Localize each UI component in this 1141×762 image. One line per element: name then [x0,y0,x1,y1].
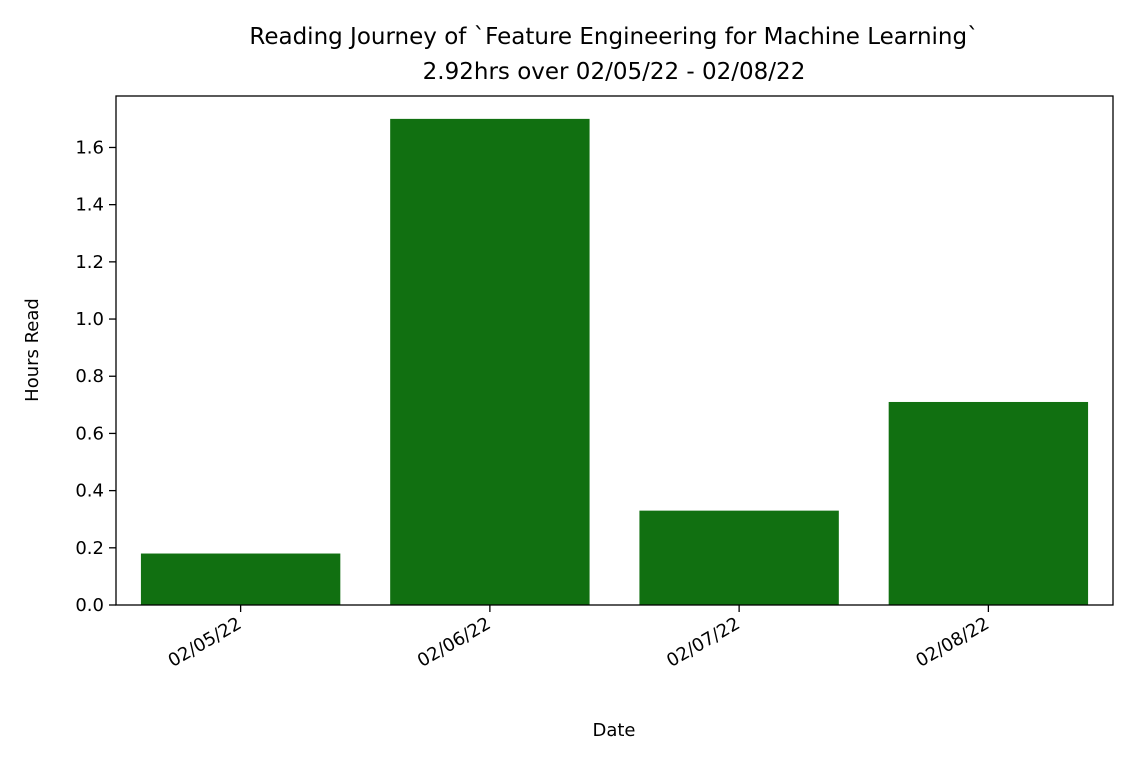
x-tick-label: 02/08/22 [912,613,993,672]
bars [140,118,1089,605]
y-tick-label: 0.6 [75,423,104,444]
y-tick-label: 0.8 [75,366,104,387]
y-tick-label: 0.4 [75,481,104,502]
y-tick-label: 0.0 [75,595,104,616]
plot-frame [115,95,1114,606]
chart-title: Reading Journey of `Feature Engineering … [249,24,978,50]
bar-02-08-22 [888,401,1089,605]
bar-02-06-22 [390,118,590,605]
bar-02-07-22 [639,510,839,605]
y-tick-label: 1.0 [75,309,104,330]
x-tick-label: 02/05/22 [165,613,246,672]
x-tick-label: 02/06/22 [414,613,495,672]
x-axis-ticks: 02/05/22 02/06/22 02/07/22 02/08/22 [165,605,993,672]
bar-02-05-22 [140,553,341,605]
y-axis-ticks: 0.0 0.2 0.4 0.6 0.8 1.0 1.2 1.4 1.6 [75,137,116,616]
x-tick-label: 02/07/22 [663,613,744,672]
y-tick-label: 1.2 [75,252,104,273]
y-tick-label: 1.4 [75,195,104,216]
chart-subtitle: 2.92hrs over 02/05/22 - 02/08/22 [423,59,806,85]
x-axis-label: Date [592,720,635,741]
y-axis-label: Hours Read [22,298,43,402]
y-tick-label: 0.2 [75,538,104,559]
y-tick-label: 1.6 [75,137,104,158]
